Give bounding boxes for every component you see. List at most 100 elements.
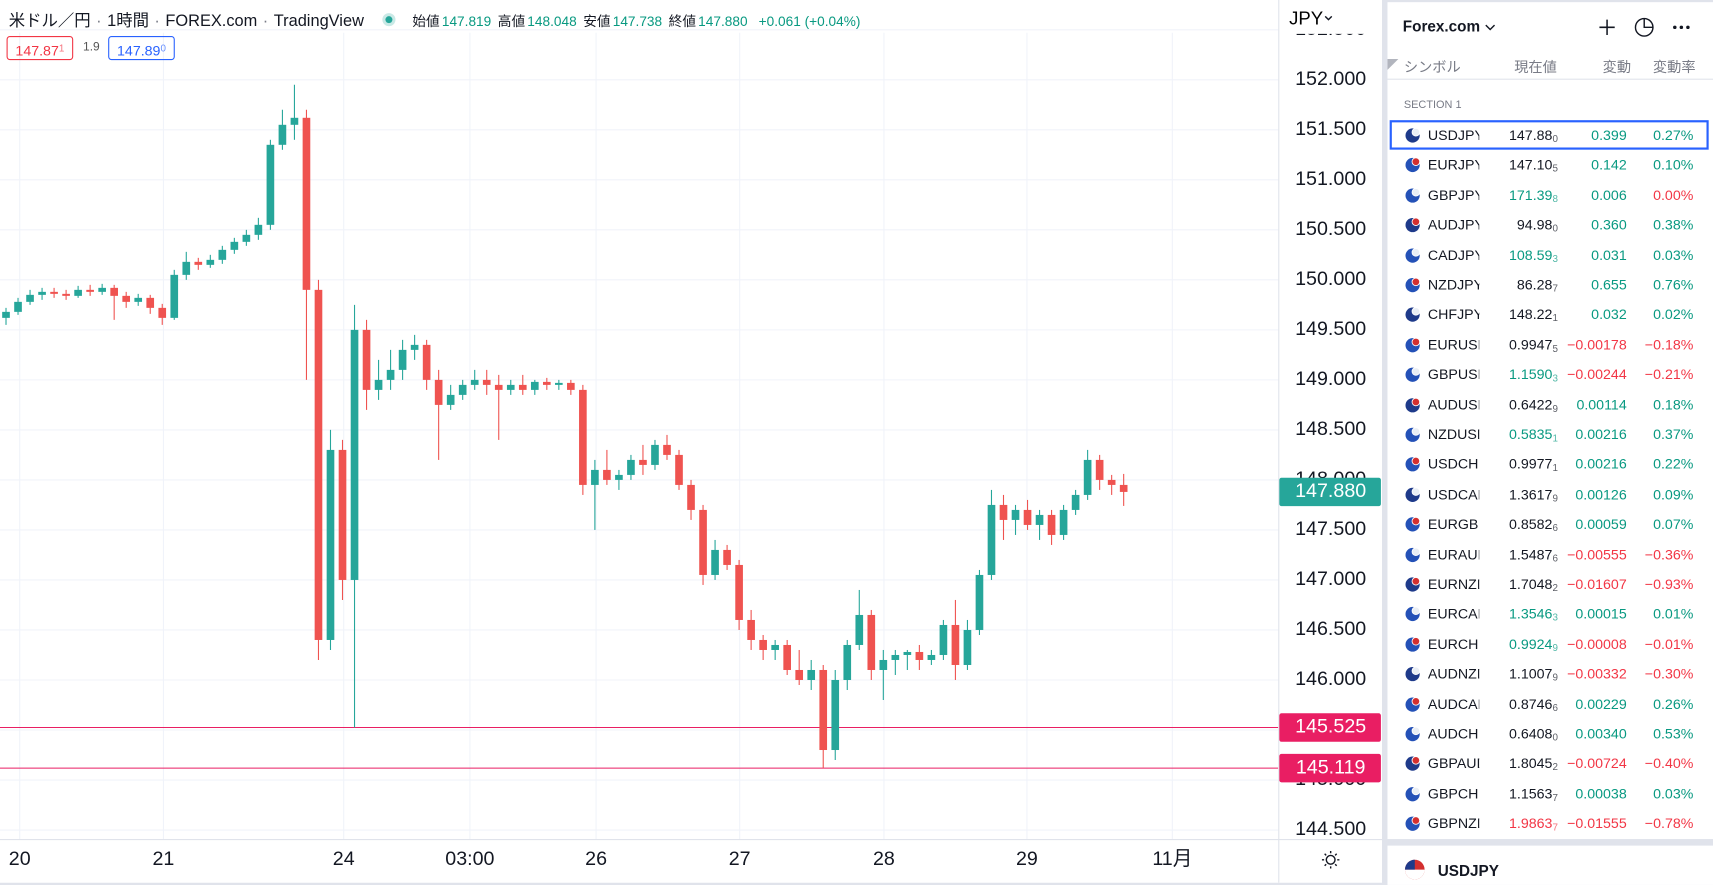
separator: · [262, 12, 269, 31]
watchlist-row[interactable]: USDJPY 147.88 0 0.399 0.27% [1389, 120, 1709, 150]
last-price: 1.5487 6 [1508, 545, 1558, 564]
symbol: EURUSD [1427, 336, 1479, 353]
last-price: 0.8582 6 [1508, 515, 1558, 534]
price-label: 145.119 [1296, 756, 1366, 778]
symbol: 米ドル／円 [8, 12, 91, 31]
change: 0.00059 [1575, 515, 1627, 533]
candle-body [470, 379, 479, 385]
chevron [1484, 24, 1495, 31]
y-tick-label: 150.000 [1295, 268, 1366, 290]
y-tick-label: 152.000 [1295, 68, 1366, 90]
column-header[interactable]: シンボル [1403, 58, 1461, 76]
watchlist-row[interactable]: NZDJPY 86.28 7 0.655 0.76% [1390, 270, 1709, 299]
change: 0.360 [1591, 216, 1627, 233]
change: 0.00114 [1576, 396, 1627, 413]
candle-body [518, 384, 527, 390]
change-percent: 0.26% [1653, 695, 1694, 712]
ohlc: 始値 147.819 高値 148.048 安値 147.738 終値 147.880 [412, 14, 754, 29]
symbol: CHFJPY [1427, 306, 1480, 323]
last-price: 1.7048 2 [1508, 575, 1558, 594]
candle-body [530, 381, 539, 390]
chevron [1324, 15, 1333, 21]
watchlist-row[interactable]: CHFJPY 148.22 1 0.032 0.02% [1390, 300, 1709, 329]
candle-body [735, 564, 743, 620]
candle-body [1011, 509, 1020, 520]
sell-button[interactable]: 147.871 [6, 36, 74, 61]
candle-body [1059, 509, 1068, 535]
watchlist-row[interactable]: GBPJPY 171.39 8 0.006 0.00% [1390, 180, 1709, 209]
spread: 1.9 [83, 40, 100, 54]
candle-body [266, 144, 275, 225]
column-header[interactable]: 変動 [1602, 58, 1632, 76]
flag [1405, 816, 1421, 832]
flag-mark [1411, 517, 1421, 526]
candle-body [615, 474, 623, 480]
change: 0.00216 [1575, 426, 1627, 443]
change: 0.00216 [1575, 455, 1627, 473]
price-label-box [1279, 713, 1381, 742]
toolbar[interactable] [1595, 15, 1704, 39]
watchlist: Forex.com シンボル 現在値 変動 変動率 SECTION 1 USDJ… [1387, 2, 1713, 840]
symbol: NZDJPY [1427, 276, 1480, 293]
candle-body [867, 614, 876, 670]
watchlist-row[interactable]: CADJPY 108.59 3 0.031 0.03% [1390, 240, 1709, 269]
candle-body [975, 574, 984, 630]
grid [0, 29, 1279, 840]
column-header[interactable]: 現在値 [1514, 58, 1557, 76]
candle-body [494, 384, 503, 390]
plot [0, 84, 1279, 769]
interval[interactable]: 1時間 [107, 12, 149, 31]
column-header[interactable]: 変動率 [1652, 58, 1696, 76]
watchlist-row[interactable]: EURJPY 147.10 5 0.142 0.10% [1390, 150, 1709, 179]
settings-icon[interactable] [1321, 851, 1340, 869]
change-percent: 0.02% [1653, 306, 1694, 323]
watchlist-row[interactable]: AUDJPY 94.98 0 0.360 0.38% [1390, 210, 1709, 239]
price-label: 145.525 [1295, 716, 1366, 738]
x-tick-label: 11月 [1152, 848, 1192, 870]
y-tick-label: 150.500 [1295, 218, 1366, 240]
symbol: EURJPY [1427, 156, 1480, 174]
flag [1405, 307, 1421, 323]
last-price: 86.28 7 [1516, 276, 1558, 294]
change-percent: 0.53% [1653, 725, 1694, 742]
change: +0.061 (+0.04%) [758, 14, 861, 30]
candle-body [591, 469, 599, 485]
change: 0.006 [1591, 186, 1627, 203]
candle-body [242, 234, 251, 242]
candle-body [711, 549, 719, 575]
change: −0.00555 [1567, 545, 1627, 563]
change: 0.00229 [1575, 695, 1627, 712]
candle-body [422, 344, 431, 380]
candle-body [170, 274, 179, 318]
change-percent: −0.18% [1644, 336, 1694, 353]
candle-body [891, 654, 900, 660]
x-tick-label: 27 [729, 848, 751, 870]
change: 0.142 [1591, 156, 1627, 174]
change-percent: −0.40% [1644, 755, 1694, 772]
watchlist-title[interactable]: Forex.com [1403, 17, 1496, 35]
change: 0.032 [1591, 306, 1627, 323]
flag [1405, 487, 1421, 502]
change: 0.00340 [1575, 725, 1627, 742]
flag [1405, 696, 1421, 712]
buy-button[interactable]: 147.890 [108, 36, 175, 61]
symbol: AUDCHF [1427, 725, 1479, 742]
change-percent: −0.36% [1644, 545, 1694, 563]
